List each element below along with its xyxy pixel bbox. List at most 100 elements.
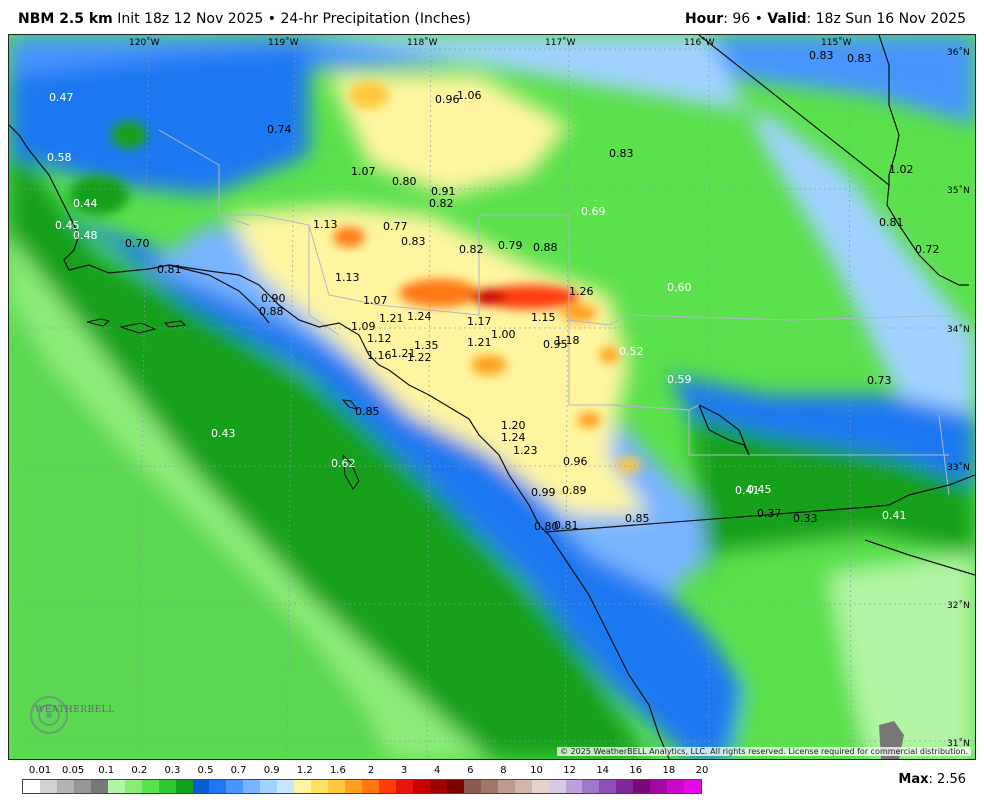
point-value: 0.52 [619,345,644,358]
legend-swatch [328,780,346,793]
legend-label: 8 [500,765,507,776]
point-value: 1.13 [335,271,360,284]
legend-swatch [480,780,498,793]
point-value: 0.89 [562,484,587,497]
point-value: 0.74 [267,123,292,136]
point-value: 1.21 [467,336,492,349]
point-value: 0.72 [915,243,940,256]
legend-swatch [243,780,261,793]
point-value: 0.81 [554,519,579,532]
point-value: 0.80 [392,175,417,188]
model-name: NBM 2.5 km [18,11,113,27]
point-value-labels: 0.470.580.440.450.480.700.810.740.961.06… [47,49,940,533]
lat-label: 34˚N [947,324,970,335]
legend-label: 4 [434,765,441,776]
legend-swatch [311,780,329,793]
max-value: Max: 2.56 [898,772,966,787]
legend-label: 0.05 [61,765,85,776]
max-number: : 2.56 [928,772,966,787]
lon-label: 120˚W [129,37,160,48]
lat-labels: 36˚N 35˚N 34˚N 33˚N 32˚N 31˚N [947,47,970,749]
legend-swatch [39,780,57,793]
point-value: 1.21 [391,347,416,360]
point-value: 1.21 [379,312,404,325]
borders [544,35,975,576]
point-value: 0.45 [55,219,80,232]
lat-label: 31˚N [947,738,970,749]
logo-text: WEATHERBELL [35,705,115,715]
point-value: 0.96 [563,455,588,468]
point-value: 0.82 [459,243,484,256]
point-value: 0.99 [531,486,556,499]
lat-label: 35˚N [947,185,970,196]
legend-swatch [429,780,447,793]
legend-label: 10 [530,765,543,776]
legend-swatch [599,780,617,793]
coastline [9,124,670,759]
legend-label: 14 [596,765,610,776]
legend-labels: 0.01 0.05 0.1 0.2 0.3 0.5 0.7 0.9 1.2 1.6 2 3 4 6 8 10 1… [22,765,709,777]
point-value: 1.00 [491,328,516,341]
point-value: 1.24 [407,310,432,323]
point-value: 1.12 [367,332,392,345]
point-value: 1.06 [457,89,482,102]
legend-swatch [667,780,685,793]
legend-swatch [531,780,549,793]
county-lines [158,129,970,496]
point-value: 0.83 [609,147,634,160]
point-value: 0.69 [581,205,606,218]
point-value: 0.95 [543,338,568,351]
legend-label: 12 [563,765,576,776]
point-value: 0.81 [879,216,904,229]
hour-label: Hour [684,11,724,27]
hour-value: : 96 • [723,11,768,27]
point-value: 1.23 [513,444,538,457]
lat-label: 36˚N [947,47,970,58]
legend-swatch [73,780,91,793]
legend-label: 0.01 [28,765,52,776]
point-value: 1.26 [569,285,594,298]
point-value: 0.59 [667,373,692,386]
point-value: 0.88 [259,305,284,318]
legend-swatch [260,780,278,793]
point-value: 0.90 [261,292,286,305]
point-value: 0.62 [331,457,356,470]
legend-color-bar [22,779,702,794]
legend-swatch [345,780,363,793]
lon-label: 115˚W [821,37,852,48]
lon-labels: 120˚W 119˚W 118˚W 117˚W 116˚W 115˚W [129,37,852,48]
legend-label: 2 [367,765,375,776]
lon-label: 118˚W [407,37,438,48]
point-value: 1.18 [555,334,580,347]
point-value: 0.80 [534,520,559,533]
map-canvas: 120˚W 119˚W 118˚W 117˚W 116˚W 115˚W 36˚N… [9,35,975,759]
legend-swatch [514,780,532,793]
lat-label: 33˚N [947,462,970,473]
precip-color-legend: 0.01 0.05 0.1 0.2 0.3 0.5 0.7 0.9 1.2 1.6 2 3 4 6 8 10 1… [22,765,709,795]
legend-swatch [395,780,413,793]
init-text: Init 18z 12 Nov 2025 • 24-hr Precipitati… [112,11,471,27]
legend-label: 0.3 [164,765,181,776]
legend-label: 0.1 [98,765,115,776]
lon-label: 116˚W [684,37,715,48]
point-value: 1.20 [501,419,526,432]
legend-swatch [141,780,159,793]
legend-label: 0.2 [131,765,148,776]
map-title: NBM 2.5 km Init 18z 12 Nov 2025 • 24-hr … [18,11,471,27]
point-value: 1.13 [313,218,338,231]
point-value: 1.35 [414,339,439,352]
point-value: 0.79 [498,239,523,252]
graticule [9,35,975,759]
header: NBM 2.5 km Init 18z 12 Nov 2025 • 24-hr … [0,0,984,34]
lon-label: 117˚W [545,37,576,48]
legend-swatch [497,780,515,793]
legend-label: 18 [662,765,676,776]
point-value: 0.41 [735,484,760,497]
legend-swatch [175,780,193,793]
valid-time: Hour: 96 • Valid: 18z Sun 16 Nov 2025 [685,11,966,27]
point-value: 0.37 [757,507,782,520]
precipitation-map[interactable]: 120˚W 119˚W 118˚W 117˚W 116˚W 115˚W 36˚N… [8,34,976,760]
legend-swatch [90,780,108,793]
point-value: 0.41 [882,509,907,522]
point-value: 1.15 [531,311,556,324]
